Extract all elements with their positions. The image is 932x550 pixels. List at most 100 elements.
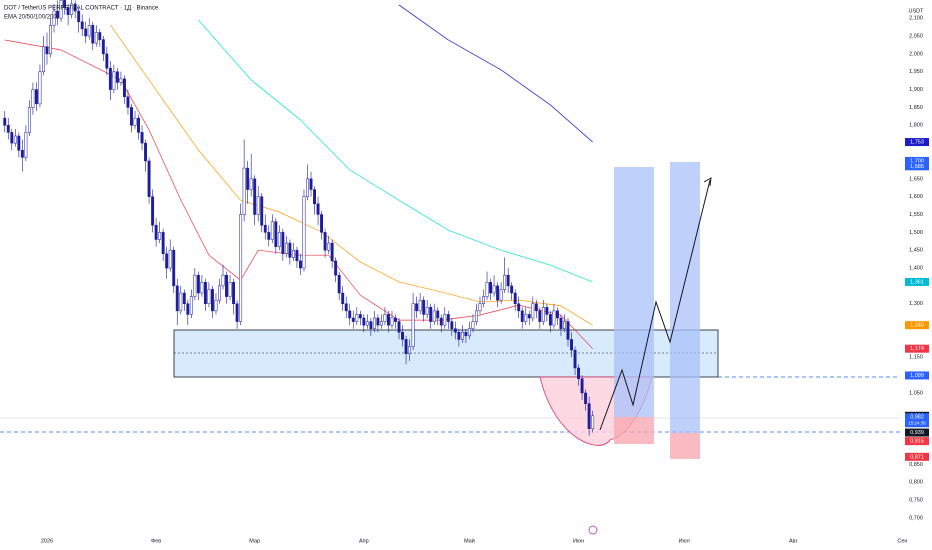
candle-body	[376, 317, 380, 326]
ema-line	[198, 19, 593, 283]
candle-body	[499, 289, 503, 301]
candle-body	[24, 132, 28, 158]
candle-body	[172, 249, 176, 287]
candle-body	[527, 314, 531, 319]
candle-body	[3, 117, 7, 126]
candle-body	[165, 253, 169, 269]
candle-body	[242, 167, 246, 215]
candle-body	[513, 292, 517, 304]
candle-body	[411, 303, 415, 347]
candle-body	[390, 317, 394, 326]
candle-body	[580, 378, 584, 394]
candle-body	[404, 339, 408, 354]
candle-body	[115, 71, 119, 83]
candle-body	[489, 282, 493, 294]
candle-body	[320, 214, 324, 233]
candle-body	[277, 232, 281, 247]
x-tick-label: 2026	[41, 538, 53, 544]
chart-title: DOT / TetherUS PERPETUAL CONTRACT · 1Д ·…	[4, 6, 159, 12]
price-tag-label: 0,982	[910, 415, 924, 421]
candle-body	[453, 328, 457, 333]
candle-body	[87, 25, 91, 37]
candle-body	[425, 307, 429, 315]
candle-body	[221, 274, 225, 287]
candle-body	[214, 299, 218, 312]
candle-body	[98, 32, 102, 40]
price-tag-label: 1,240	[910, 323, 924, 329]
candle-body	[383, 314, 387, 322]
candle-body	[534, 303, 538, 312]
y-tick-label: 1,800	[909, 123, 923, 129]
plot-area	[0, 0, 900, 459]
candle-body	[566, 321, 570, 340]
candle-body	[330, 242, 334, 262]
price-tag	[905, 277, 929, 286]
candle-body	[270, 221, 274, 240]
candle-body	[228, 282, 232, 297]
candle-body	[299, 260, 302, 269]
candle-body	[17, 135, 21, 151]
candle-body	[401, 332, 404, 340]
y-tick-label: 1,600	[909, 194, 923, 200]
candle-body	[443, 314, 447, 326]
candle-body	[80, 21, 84, 30]
candle-body	[182, 292, 186, 304]
candle-body	[189, 296, 193, 315]
candle-body	[42, 46, 45, 72]
candle-body	[154, 224, 158, 240]
candle-body	[436, 310, 440, 319]
projection-arrow	[703, 177, 712, 187]
candle-body	[168, 249, 172, 269]
candle-body	[506, 274, 510, 287]
candle-body	[478, 303, 482, 312]
candle-body	[323, 232, 327, 251]
candle-body	[179, 292, 183, 312]
price-tag-label: 0,871	[910, 454, 924, 460]
candle-body	[570, 339, 573, 351]
candle-body	[225, 274, 228, 297]
price-tag-label: 1,753	[910, 140, 924, 146]
candle-body	[446, 314, 450, 322]
candle-body	[408, 346, 412, 354]
candle-body	[147, 160, 151, 197]
y-tick-label: 1,900	[909, 87, 923, 93]
price-tag-countdown: 15:24:36	[908, 420, 926, 425]
candle-body	[365, 321, 369, 326]
y-tick-label: 1,150	[909, 355, 923, 361]
candle-body	[344, 303, 348, 312]
price-tag-label: 1,361	[910, 279, 924, 285]
event-icon[interactable]	[588, 525, 598, 535]
candle-body	[56, 10, 60, 19]
price-tag	[905, 138, 929, 147]
candle-body	[471, 321, 475, 329]
candle-body	[31, 89, 35, 108]
candle-body	[126, 96, 130, 108]
candle-body	[66, 7, 70, 15]
candle-body	[517, 303, 521, 312]
candle-body	[70, 3, 74, 15]
candle-body	[256, 196, 260, 215]
candle-body	[193, 274, 197, 297]
x-tick-label: Май	[464, 537, 475, 544]
candle-body	[140, 132, 144, 144]
candle-body	[158, 232, 162, 240]
candle-body	[302, 196, 306, 269]
candle-body	[485, 282, 489, 297]
candle-body	[20, 150, 24, 158]
candle-body	[6, 125, 10, 133]
candle-body	[387, 314, 390, 326]
long-stop-box	[670, 433, 700, 459]
candle-body	[422, 299, 426, 315]
candle-body	[207, 289, 211, 304]
y-tick-label: 0,750	[909, 497, 923, 503]
y-tick-label: 1,050	[909, 390, 923, 396]
candle-body	[457, 332, 461, 340]
long-target-box	[670, 162, 700, 433]
candle-body	[274, 221, 278, 247]
candle-body	[348, 310, 352, 319]
candle-body	[112, 71, 116, 90]
y-tick-label: 1,400	[909, 265, 923, 271]
candle-body	[38, 71, 42, 105]
y-tick-label: 2,000	[909, 51, 923, 57]
